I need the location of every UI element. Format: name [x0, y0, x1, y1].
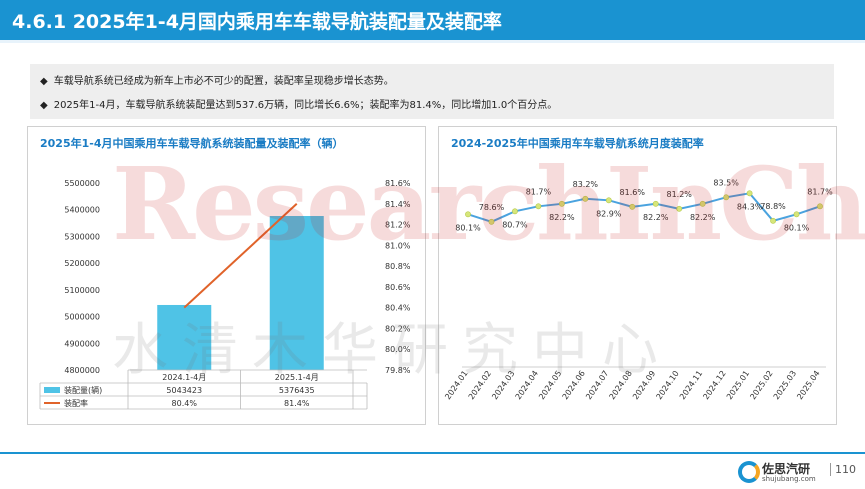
summary-text-1: 车载导航系统已经成为新车上市必不可少的配置，装配率呈现稳步增长态势。	[53, 76, 394, 87]
point-2024.01	[465, 211, 471, 218]
summary-bullet-2: ◆ 2025年1-4月，车载导航系统装配量达到537.6万辆，同比增长6.6%；装…	[40, 96, 557, 111]
left-chart-panel: 2025年1-4月中国乘用车车载导航系统装配量及装配率（辆） 5500000 54…	[27, 126, 426, 425]
point-2024.10	[676, 205, 683, 212]
bar-2024.1-4月	[157, 304, 212, 370]
title-bar: 4.6.1 2025年1-4月国内乘用车车载导航装配量及装配率	[0, 0, 865, 40]
point-2024.05	[558, 200, 565, 207]
point-2024.02	[488, 218, 495, 225]
bar-2025.1-4月	[269, 216, 324, 370]
y-left-tick-label: 5000000	[64, 313, 100, 322]
table-value-rate: 81.4%	[284, 399, 310, 408]
table-value-volume: 5043423	[166, 386, 202, 395]
footer-line	[0, 452, 865, 454]
y-left-tick-label: 5500000	[64, 179, 100, 188]
y-right-tick-label: 81.2%	[385, 221, 411, 230]
point-2024.12	[723, 194, 730, 201]
data-label: 82.9%	[596, 209, 622, 218]
point-2025.03	[793, 211, 800, 218]
data-label: 80.1%	[784, 223, 810, 232]
page-number: 110	[830, 463, 856, 476]
point-2024.03	[512, 208, 518, 215]
point-2024.11	[699, 200, 706, 207]
y-right-tick-label: 80.2%	[385, 324, 411, 333]
point-2025.02	[770, 217, 776, 224]
data-label: 82.2%	[643, 213, 669, 222]
y-left-tick-label: 5200000	[64, 259, 100, 268]
data-label: 78.6%	[479, 203, 505, 212]
y-right-tick-label: 80.4%	[385, 304, 411, 313]
data-label: 83.2%	[573, 180, 599, 189]
brand-ring-icon	[738, 461, 760, 483]
data-label: 80.1%	[455, 223, 481, 232]
point-2025.04	[817, 203, 823, 210]
point-2024.09	[652, 200, 659, 207]
point-2024.04	[535, 203, 542, 210]
y-right-tick-label: 80.0%	[385, 345, 411, 354]
left-chart: 5500000 5400000 5300000 5200000 5100000 50000…	[39, 179, 411, 410]
y-right-tick-label: 79.8%	[385, 366, 411, 375]
y-left-tick-label: 4800000	[64, 366, 100, 375]
bullet-diamond-icon: ◆	[40, 100, 48, 111]
point-2024.08	[629, 203, 636, 210]
point-2024.07	[605, 197, 612, 204]
y-right-tick-label: 81.0%	[385, 241, 411, 250]
legend-line-label: 装配率	[64, 398, 88, 408]
y-left-tick-label: 4900000	[64, 339, 100, 348]
x-tick-label: 2024.1-4月	[162, 373, 206, 382]
data-label: 78.8%	[760, 202, 786, 211]
data-label: 82.2%	[690, 213, 716, 222]
y-right-tick-label: 81.6%	[385, 179, 411, 188]
data-label: 81.2%	[666, 190, 692, 199]
x-tick-label: 2025.1-4月	[275, 373, 319, 382]
bullet-diamond-icon: ◆	[40, 76, 48, 87]
data-label: 81.6%	[620, 188, 646, 197]
y-left-tick-label: 5100000	[64, 286, 100, 295]
rate-line	[183, 203, 298, 309]
data-label: 83.5%	[713, 178, 739, 187]
left-chart-title: 2025年1-4月中国乘用车车载导航系统装配量及装配率（辆）	[40, 137, 344, 150]
y-left-tick-label: 5400000	[64, 206, 100, 215]
data-label: 80.7%	[502, 220, 528, 229]
brand-logo: 佐思汽研 shujubang.com	[738, 458, 828, 486]
summary-bullet-1: ◆ 车载导航系统已经成为新车上市必不可少的配置，装配率呈现稳步增长态势。	[40, 72, 394, 87]
brand-url: shujubang.com	[762, 475, 816, 483]
right-chart: 80.1% 78.6% 80.7% 81.7% 82.2% 83.2% 82.9% 81.6%…	[443, 178, 833, 401]
data-label: 81.7%	[526, 187, 552, 196]
data-label: 84.3%	[737, 202, 763, 211]
table-value-volume: 5376435	[279, 386, 315, 395]
title-stripe	[0, 40, 865, 43]
data-label: 81.7%	[807, 187, 833, 196]
x-tick-label: 2025.04	[795, 369, 821, 401]
monthly-rate-line	[467, 192, 821, 223]
y-right-tick-label: 80.8%	[385, 262, 411, 271]
point-2024.06	[582, 195, 589, 202]
brand-name: 佐思汽研	[762, 462, 811, 476]
y-right-tick-label: 81.4%	[385, 200, 411, 209]
legend-bar-label: 装配量(辆)	[64, 385, 102, 395]
summary-text-2: 2025年1-4月，车载导航系统装配量达到537.6万辆，同比增长6.6%；装配…	[53, 100, 558, 111]
y-left-tick-label: 5300000	[64, 232, 100, 241]
point-2025.01	[746, 190, 753, 197]
right-chart-panel: 2024-2025年中国乘用车车载导航系统月度装配率 80.1% 78.6% 80.…	[438, 126, 837, 425]
summary-box: ◆ 车载导航系统已经成为新车上市必不可少的配置，装配率呈现稳步增长态势。 ◆ 202…	[30, 64, 834, 119]
page-title: 4.6.1 2025年1-4月国内乘用车车载导航装配量及装配率	[12, 11, 502, 33]
table-value-rate: 80.4%	[172, 399, 198, 408]
right-chart-title: 2024-2025年中国乘用车车载导航系统月度装配率	[451, 137, 704, 150]
legend-bar-swatch	[44, 387, 60, 393]
data-label: 82.2%	[549, 213, 575, 222]
y-right-tick-label: 80.6%	[385, 283, 411, 292]
